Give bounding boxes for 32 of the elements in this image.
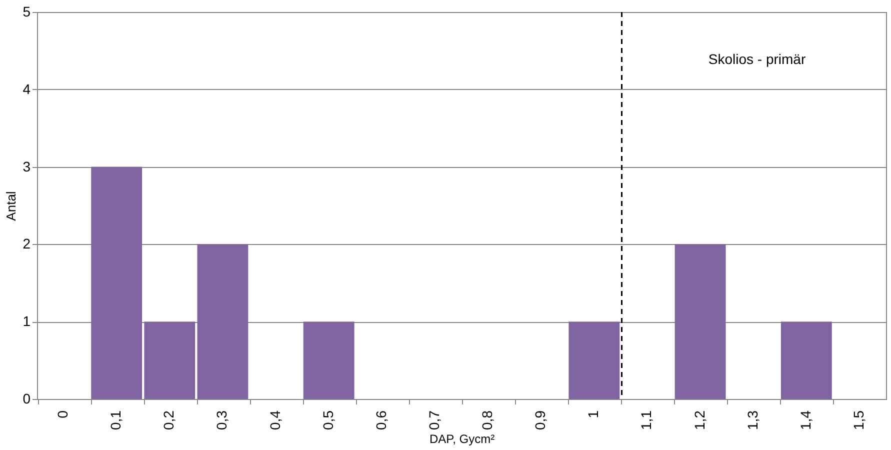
x-tick-label: 0,4	[266, 410, 283, 430]
y-tick-label: 1	[22, 313, 31, 330]
x-tick-label: 0,8	[479, 410, 496, 430]
bar	[144, 322, 196, 399]
x-axis-title: DAP, Gycm²	[429, 432, 495, 446]
x-tick-label: 1,4	[797, 410, 814, 430]
x-tick-label: 0	[54, 410, 71, 418]
x-tick-label: 1,2	[691, 410, 708, 430]
x-tick-label: 0,6	[372, 410, 389, 430]
x-tick-label: 1,5	[850, 410, 866, 430]
y-tick-label: 2	[22, 236, 31, 252]
bar	[568, 322, 620, 399]
y-tick-label: 5	[22, 4, 31, 20]
bar	[303, 322, 354, 399]
x-tick-label: 0,9	[532, 410, 548, 430]
x-tick-label: 0,1	[108, 410, 124, 430]
x-tick-label: 1	[585, 410, 602, 418]
x-tick-label: 0,5	[320, 410, 336, 430]
y-axis-title: Antal	[4, 191, 19, 221]
x-tick-label: 1,3	[744, 410, 760, 430]
y-tick-label: 3	[22, 158, 31, 174]
y-tick-label: 4	[22, 80, 31, 97]
annotation: Skolios - primär	[708, 51, 806, 67]
x-tick-label: 0,2	[160, 410, 177, 430]
x-tick-label: 0,3	[214, 410, 230, 430]
bar	[197, 244, 248, 399]
x-tick-label: 1,1	[638, 410, 654, 430]
bar	[674, 244, 726, 399]
x-tick-label: 0,7	[426, 410, 442, 430]
bar	[780, 322, 832, 399]
bar	[91, 166, 142, 399]
y-tick-label: 0	[22, 390, 31, 406]
